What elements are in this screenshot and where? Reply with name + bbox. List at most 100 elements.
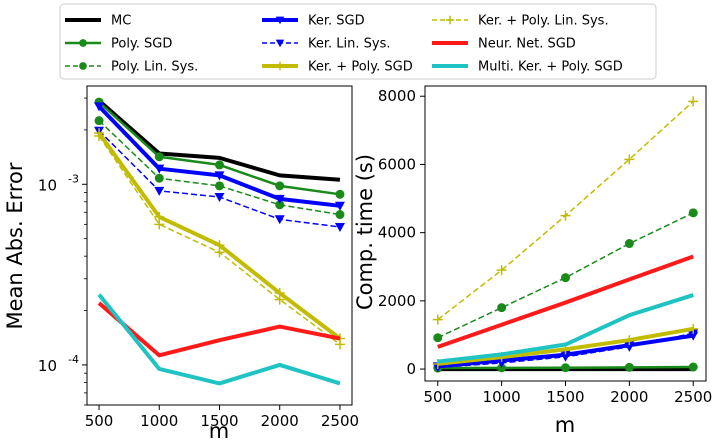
series-line [437, 212, 694, 339]
series-ker-sgd [94, 102, 345, 211]
data-point-marker [497, 303, 507, 313]
x-tick-label: 2500 [321, 412, 359, 430]
legend-marker [79, 62, 87, 70]
data-point-marker [496, 358, 507, 368]
x-tick-label: 500 [85, 412, 114, 430]
data-point-marker [334, 339, 345, 350]
legend-marker [275, 61, 285, 71]
series-mc [97, 99, 341, 182]
left-axes: 500 1000 1500 2000 2500 10 -3 10 -4 m Mean Abs. … [3, 85, 359, 443]
series-neur-net-sgd [437, 254, 694, 349]
data-point-marker [624, 154, 635, 165]
legend-label: MC [111, 14, 131, 29]
left-ylabel: Mean Abs. Error [3, 162, 27, 329]
legend-item-ker-poly-sgd: Ker. + Poly. SGD [262, 60, 413, 75]
series-line [97, 293, 341, 386]
right-plot-frame [424, 85, 707, 382]
data-point-marker [154, 173, 164, 183]
data-point-marker [214, 171, 225, 181]
data-point-marker [214, 247, 225, 258]
series-multi-ker-poly-sgd [437, 293, 694, 364]
data-point-marker [154, 164, 165, 174]
data-point-marker [624, 342, 635, 352]
series-multi-ker-poly-sgd [97, 293, 341, 386]
data-point-marker [560, 210, 571, 221]
left-xlabel: m [209, 419, 229, 443]
y-tick-exponent: -4 [68, 353, 79, 366]
series-line [97, 301, 341, 358]
data-point-marker [215, 160, 224, 170]
legend-box [59, 3, 657, 80]
data-point-marker [561, 363, 570, 373]
y-tick-label: 0 [406, 360, 416, 378]
x-tick-label: 2500 [674, 388, 712, 406]
data-point-marker [154, 219, 165, 230]
legend-label: Multi. Ker. + Poly. SGD [478, 60, 623, 75]
series-poly-sgd [94, 97, 345, 199]
data-point-marker [334, 201, 345, 211]
legend-item-poly-lin-sys: Poly. Lin. Sys. [65, 60, 198, 75]
data-point-marker [432, 314, 443, 325]
legend-label: Ker. + Poly. SGD [308, 60, 413, 75]
legend: MC Poly. SGD Poly. Lin. Sys. Ker. SGD Ker. L… [59, 3, 657, 80]
series-ker-poly-lin-sys [432, 96, 699, 325]
series-line [437, 254, 694, 349]
x-tick-label: 1000 [140, 412, 178, 430]
right-ticks: 500 1000 1500 2000 2500 0 2000 4000 6000 8000 [378, 87, 713, 406]
data-point-marker [624, 239, 634, 249]
right-series [432, 96, 699, 373]
y-tick-label: 10 [38, 176, 57, 194]
legend-marker [79, 39, 87, 47]
legend-item-ker-lin-sys: Ker. Lin. Sys. [262, 37, 391, 52]
data-point-marker [275, 181, 285, 191]
data-point-marker [560, 352, 571, 362]
legend-marker [275, 16, 285, 25]
x-tick-label: 2000 [261, 412, 299, 430]
left-ticks: 500 1000 1500 2000 2500 10 -3 10 -4 [38, 97, 359, 430]
data-point-marker [274, 215, 285, 225]
legend-label: Poly. SGD [111, 37, 172, 52]
data-point-marker [154, 152, 164, 162]
series-poly-lin-sys [94, 116, 345, 220]
data-point-marker [335, 210, 345, 220]
legend-label: Ker. Lin. Sys. [308, 37, 391, 52]
legend-label: Neur. Net. SGD [478, 37, 576, 52]
data-point-marker [274, 294, 285, 305]
data-point-marker [496, 265, 507, 276]
data-point-marker [433, 333, 443, 343]
series-ker-lin-sys [432, 329, 699, 373]
data-point-marker [688, 362, 698, 372]
legend-marker [275, 39, 285, 48]
legend-item-multi-ker-poly-sgd: Multi. Ker. + Poly. SGD [432, 60, 623, 75]
data-point-marker [94, 102, 105, 112]
series-ker-poly-lin-sys [94, 131, 345, 350]
data-point-marker [94, 116, 104, 126]
series-line [97, 99, 341, 182]
legend-item-mc: MC [65, 14, 131, 29]
data-point-marker [154, 186, 165, 196]
data-point-marker [275, 200, 285, 210]
legend-label: Ker. + Poly. Lin. Sys. [478, 14, 609, 29]
data-point-marker [215, 181, 224, 191]
x-tick-label: 1500 [200, 412, 238, 430]
y-tick-exponent: -3 [68, 172, 79, 185]
data-point-marker [688, 323, 699, 334]
data-point-marker [624, 335, 635, 346]
y-tick-label: 6000 [378, 155, 416, 173]
data-point-marker [688, 96, 699, 107]
right-ylabel: Comp. time (s) [353, 154, 377, 310]
series-neur-net-sgd [97, 301, 341, 358]
left-series [94, 97, 345, 386]
data-point-marker [561, 273, 570, 283]
series-line [437, 293, 694, 364]
data-point-marker [274, 194, 285, 204]
x-tick-label: 1500 [546, 388, 584, 406]
data-point-marker [335, 189, 345, 199]
right-xlabel: m [555, 413, 575, 437]
legend-label: Ker. SGD [308, 14, 365, 29]
y-tick-label: 4000 [378, 224, 416, 242]
data-point-marker [624, 362, 634, 372]
legend-items: MC Poly. SGD Poly. Lin. Sys. Ker. SGD Ker. L… [65, 14, 623, 75]
data-point-marker [214, 193, 225, 203]
